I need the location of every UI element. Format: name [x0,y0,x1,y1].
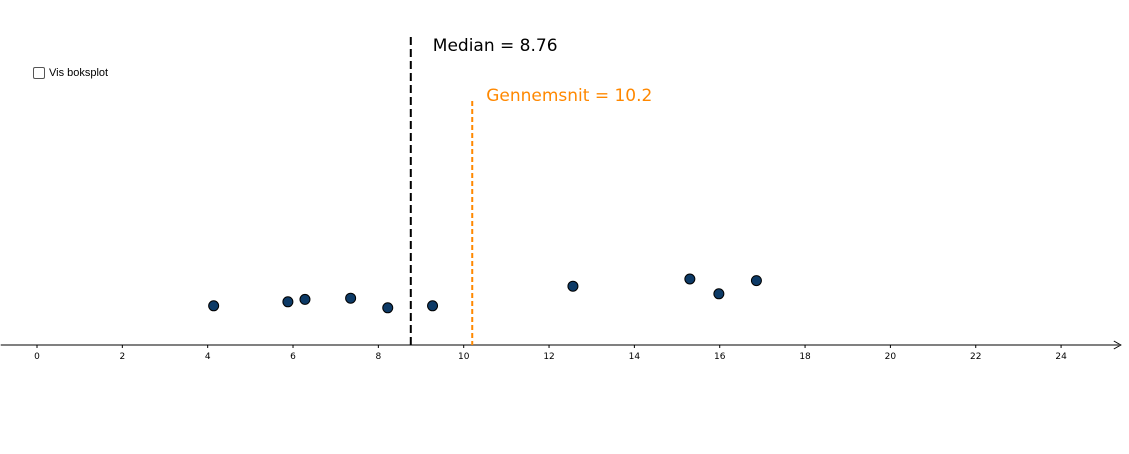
checkbox-box[interactable] [33,67,45,79]
x-tick-label: 12 [543,352,554,362]
x-axis-arrow [1113,340,1122,350]
x-tick-label: 6 [290,352,296,362]
data-point[interactable] [382,302,394,314]
show-boxplot-checkbox[interactable]: Vis boksplot [33,67,108,79]
data-point[interactable] [345,292,357,304]
x-tick-label: 10 [458,352,470,362]
data-point[interactable] [684,273,696,285]
x-tick-label: 0 [34,352,40,362]
data-point[interactable] [750,275,762,287]
data-point[interactable] [208,300,220,312]
x-tick-label: 4 [205,352,211,362]
x-tick-label: 20 [885,352,897,362]
x-tick-label: 22 [970,352,981,362]
x-tick-label: 14 [629,352,641,362]
data-point[interactable] [567,280,579,292]
x-tick-label: 8 [375,352,381,362]
show-boxplot-label: Vis boksplot [49,67,109,79]
x-tick-label: 2 [119,352,125,362]
mean-label: Gennemsnit = 10.2 [486,86,652,106]
data-point[interactable] [282,296,294,308]
x-tick-label: 18 [799,352,811,362]
data-point[interactable] [427,300,439,312]
x-tick-label: 16 [714,352,726,362]
data-point[interactable] [713,288,725,300]
data-point[interactable] [299,293,311,305]
x-tick-label: 24 [1055,352,1067,362]
median-label: Median = 8.76 [433,36,558,56]
